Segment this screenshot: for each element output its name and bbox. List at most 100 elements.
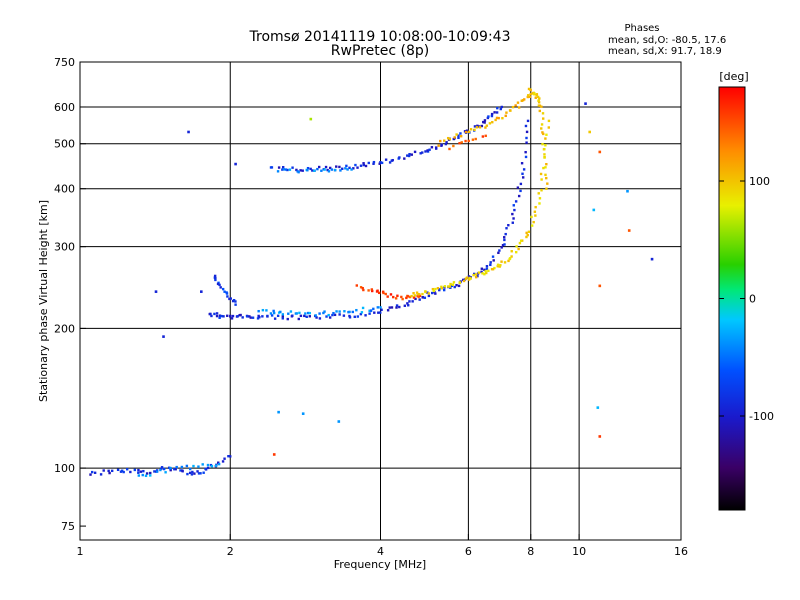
- data-point: [222, 315, 225, 318]
- data-point: [232, 298, 236, 302]
- data-point: [251, 316, 255, 319]
- data-point: [442, 288, 446, 292]
- data-point: [220, 314, 223, 318]
- data-point: [309, 117, 313, 121]
- data-point: [535, 93, 539, 96]
- data-point: [226, 314, 229, 317]
- data-point: [484, 134, 487, 138]
- data-point: [348, 314, 351, 318]
- data-point: [257, 309, 260, 313]
- y-tick-label: 750: [54, 56, 75, 69]
- data-point: [490, 114, 494, 118]
- data-point: [438, 288, 441, 291]
- colorbar-ticks: 100 0 -100: [719, 175, 774, 423]
- data-point: [281, 317, 284, 320]
- data-point: [298, 311, 301, 315]
- data-point: [343, 310, 346, 313]
- data-point: [484, 270, 487, 273]
- data-point: [491, 120, 494, 124]
- data-point: [469, 128, 473, 131]
- data-point: [530, 224, 534, 227]
- data-point: [446, 136, 450, 140]
- data-point: [448, 137, 451, 141]
- data-point: [483, 119, 487, 122]
- data-point: [403, 157, 406, 160]
- data-point: [372, 162, 375, 165]
- data-point: [231, 314, 235, 318]
- data-point: [322, 311, 325, 315]
- data-point: [471, 138, 475, 141]
- data-point: [346, 168, 349, 171]
- data-point: [345, 164, 348, 168]
- data-point: [249, 316, 252, 319]
- data-point: [297, 170, 300, 174]
- data-point: [460, 141, 463, 144]
- data-point: [213, 274, 217, 278]
- data-point: [362, 288, 365, 292]
- data-point: [530, 215, 533, 219]
- data-point: [430, 146, 434, 149]
- data-point: [448, 147, 451, 151]
- data-point: [362, 162, 365, 165]
- data-point: [472, 273, 475, 277]
- data-point: [650, 257, 654, 261]
- data-point: [405, 296, 408, 300]
- data-point: [281, 315, 285, 318]
- data-point: [525, 141, 528, 144]
- data-point: [372, 307, 375, 311]
- data-point: [533, 92, 536, 95]
- stats-line-x: mean, sd,X: 91.7, 18.9: [608, 46, 722, 57]
- data-point: [516, 101, 520, 104]
- data-point: [524, 155, 528, 159]
- data-point: [236, 315, 239, 318]
- data-point: [196, 470, 199, 473]
- data-point: [406, 295, 410, 298]
- data-point: [510, 250, 513, 253]
- data-point: [206, 463, 210, 467]
- stats-line-o: mean, sd,O: -80.5, 17.6: [608, 35, 726, 46]
- data-point: [187, 130, 190, 134]
- data-point: [452, 144, 455, 148]
- data-point: [389, 293, 393, 296]
- data-point: [428, 148, 431, 151]
- data-point: [190, 473, 194, 476]
- data-point: [367, 289, 370, 292]
- data-point: [496, 265, 499, 268]
- data-point: [174, 468, 177, 471]
- data-point: [328, 316, 332, 319]
- data-point: [480, 124, 484, 128]
- data-point: [377, 291, 381, 295]
- data-point: [218, 316, 221, 319]
- data-point: [379, 161, 382, 164]
- data-point: [492, 259, 495, 262]
- data-point: [291, 314, 294, 317]
- data-point: [514, 250, 518, 254]
- data-point: [457, 136, 460, 140]
- data-point: [596, 406, 600, 409]
- data-point: [110, 469, 114, 473]
- data-point: [542, 166, 545, 170]
- data-point: [529, 88, 532, 92]
- data-point: [541, 131, 544, 134]
- data-point: [382, 291, 385, 295]
- data-point: [179, 469, 182, 472]
- data-point: [281, 313, 285, 316]
- data-point: [525, 235, 528, 239]
- data-point: [452, 281, 456, 284]
- data-point: [160, 467, 163, 470]
- data-point: [540, 178, 543, 181]
- data-point: [533, 210, 537, 213]
- data-point: [379, 311, 382, 314]
- data-point: [543, 147, 546, 151]
- data-point: [318, 317, 322, 320]
- data-point: [598, 150, 602, 154]
- data-point: [213, 312, 216, 316]
- data-point: [455, 133, 458, 136]
- data-point: [327, 170, 331, 173]
- data-point: [469, 277, 472, 280]
- data-point: [348, 316, 352, 319]
- data-trace: [89, 455, 232, 476]
- data-point: [309, 167, 312, 171]
- data-point: [459, 132, 462, 135]
- data-point: [511, 212, 514, 216]
